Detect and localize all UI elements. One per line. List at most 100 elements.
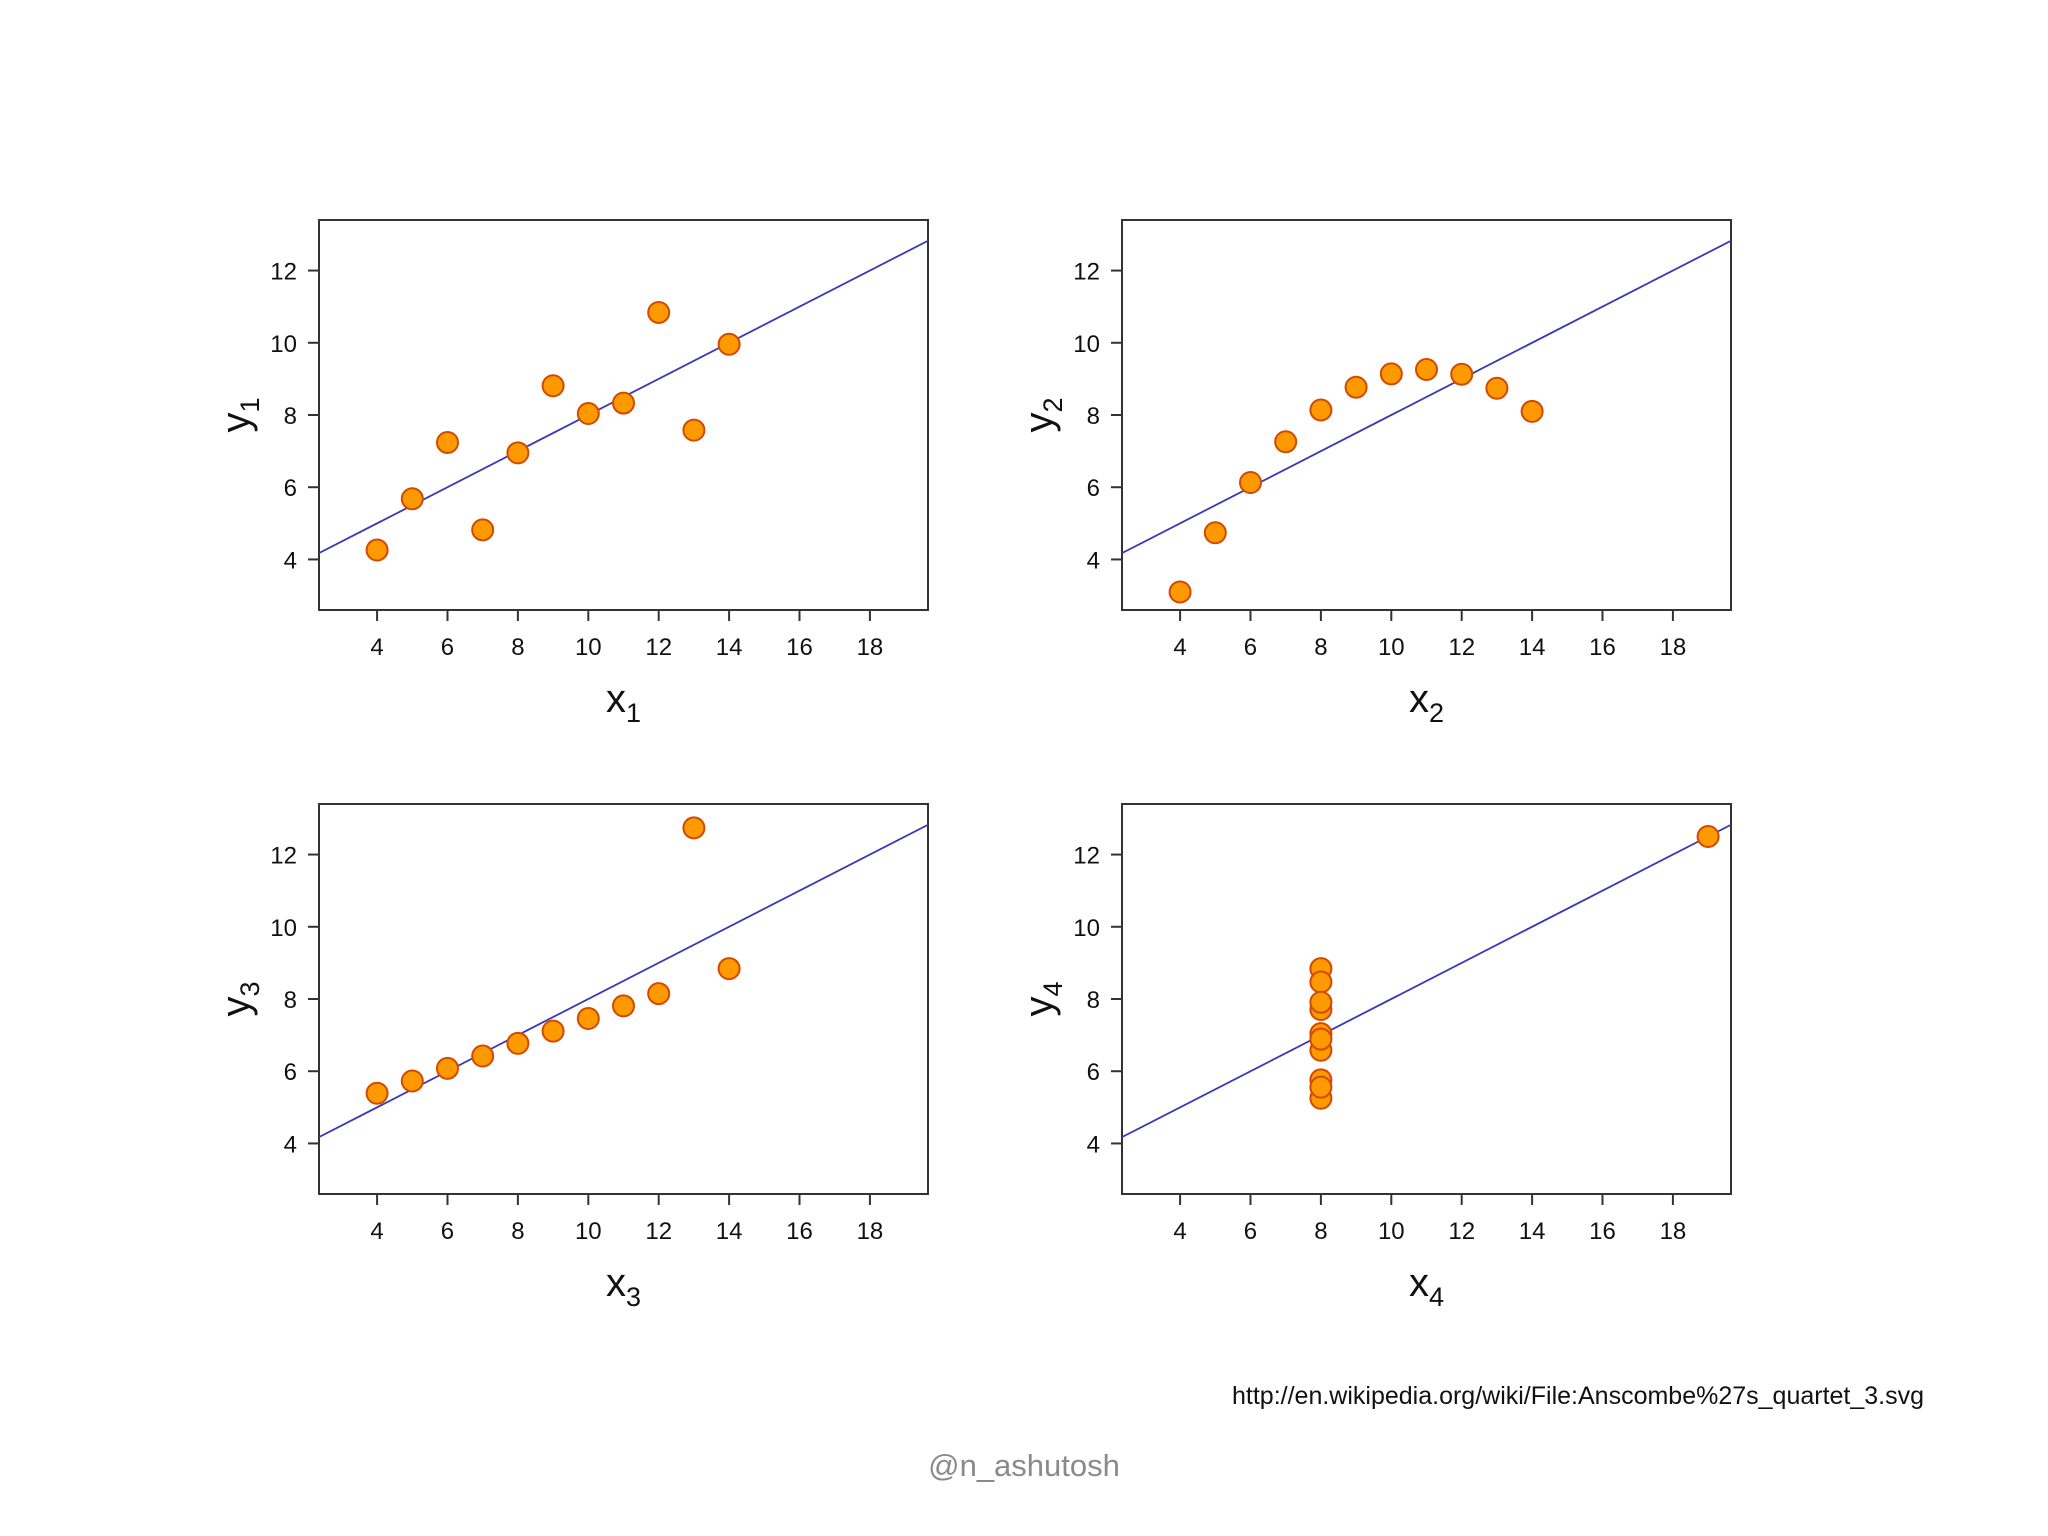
y-tick-label: 12 [270,259,297,286]
x-tick-label: 4 [1173,1218,1186,1245]
y-tick-label: 12 [1073,843,1100,870]
data-point [1203,521,1227,545]
data-point [717,332,741,356]
x-tick-label: 6 [441,1218,454,1245]
y-axis-label: y3 [214,981,265,1016]
y-tick-label: 6 [1087,1059,1100,1086]
data-point [1238,471,1262,495]
x-tick-label: 18 [1660,634,1687,661]
data-point [1485,376,1509,400]
data-point [1450,362,1474,386]
x-tick-label: 12 [1448,634,1475,661]
data-point [435,430,459,454]
x-tick-label: 8 [511,634,524,661]
y-axis-label: y2 [1017,397,1068,432]
data-point [1696,825,1720,848]
x-axis-label: x1 [606,677,641,728]
x-tick-label: 8 [511,1218,524,1245]
y-tick-label: 4 [284,547,297,574]
x-axis-label: x3 [606,1261,641,1312]
y-tick-label: 12 [270,843,297,870]
y-tick-label: 8 [1087,987,1100,1014]
x-tick-label: 4 [370,634,383,661]
y-axis-label: y4 [1017,981,1068,1016]
data-point [1379,362,1403,386]
x-tick-label: 16 [1589,1218,1616,1245]
data-point [1309,970,1333,994]
x-tick-label: 6 [441,634,454,661]
x-tick-label: 6 [1244,1218,1257,1245]
x-tick-label: 4 [370,1218,383,1245]
watermark-text: @n_ashutosh [928,1448,1120,1483]
y-tick-label: 10 [1073,331,1100,358]
y-tick-label: 6 [284,475,297,502]
data-point [612,391,635,415]
data-point [1168,580,1192,604]
data-point [1309,990,1333,1014]
y-axis-label: y1 [214,397,265,432]
x-tick-label: 6 [1244,634,1257,661]
x-tick-label: 16 [786,1218,813,1245]
regression-line [1122,239,1731,554]
x-tick-label: 12 [645,1218,672,1245]
data-point [365,538,389,562]
y-tick-label: 4 [284,1131,297,1158]
x-tick-label: 18 [857,634,884,661]
data-point [1309,398,1333,422]
x-tick-label: 18 [857,1218,884,1245]
data-point [506,441,530,465]
y-tick-label: 8 [284,403,297,430]
data-point [1274,430,1298,454]
x-axis-label: x4 [1409,1261,1444,1312]
data-point [647,982,671,1006]
data-point [612,994,635,1018]
data-point [471,518,495,542]
y-tick-label: 4 [1087,1131,1100,1158]
data-point [541,374,565,398]
data-point [471,1044,495,1068]
x-tick-label: 14 [716,634,743,661]
x-tick-label: 10 [575,634,602,661]
data-point [1309,1027,1333,1051]
x-tick-label: 4 [1173,634,1186,661]
data-point [506,1031,530,1055]
y-tick-label: 12 [1073,259,1100,286]
regression-line [1122,823,1731,1138]
plot-frame [318,219,929,611]
x-tick-label: 10 [1378,1218,1405,1245]
data-point [576,402,600,426]
x-tick-label: 8 [1314,1218,1327,1245]
y-tick-label: 4 [1087,547,1100,574]
data-point [1415,358,1438,381]
data-point [435,1056,459,1080]
x-tick-label: 16 [1589,634,1616,661]
data-point [576,1007,600,1030]
y-tick-label: 6 [1087,475,1100,502]
data-point [682,816,706,840]
x-tick-label: 14 [1519,634,1546,661]
data-point [400,1069,424,1093]
data-point [365,1081,389,1105]
y-tick-label: 8 [284,987,297,1014]
x-tick-label: 10 [575,1218,602,1245]
data-point [541,1019,565,1043]
y-tick-label: 10 [1073,915,1100,942]
data-point [647,300,671,324]
y-tick-label: 6 [284,1059,297,1086]
data-point [717,957,741,981]
x-tick-label: 8 [1314,634,1327,661]
x-tick-label: 18 [1660,1218,1687,1245]
y-tick-label: 10 [270,915,297,942]
x-tick-label: 10 [1378,634,1405,661]
plot-frame [1121,219,1732,611]
data-point [1520,399,1544,423]
x-tick-label: 16 [786,634,813,661]
data-point [400,487,424,511]
x-tick-label: 12 [645,634,672,661]
